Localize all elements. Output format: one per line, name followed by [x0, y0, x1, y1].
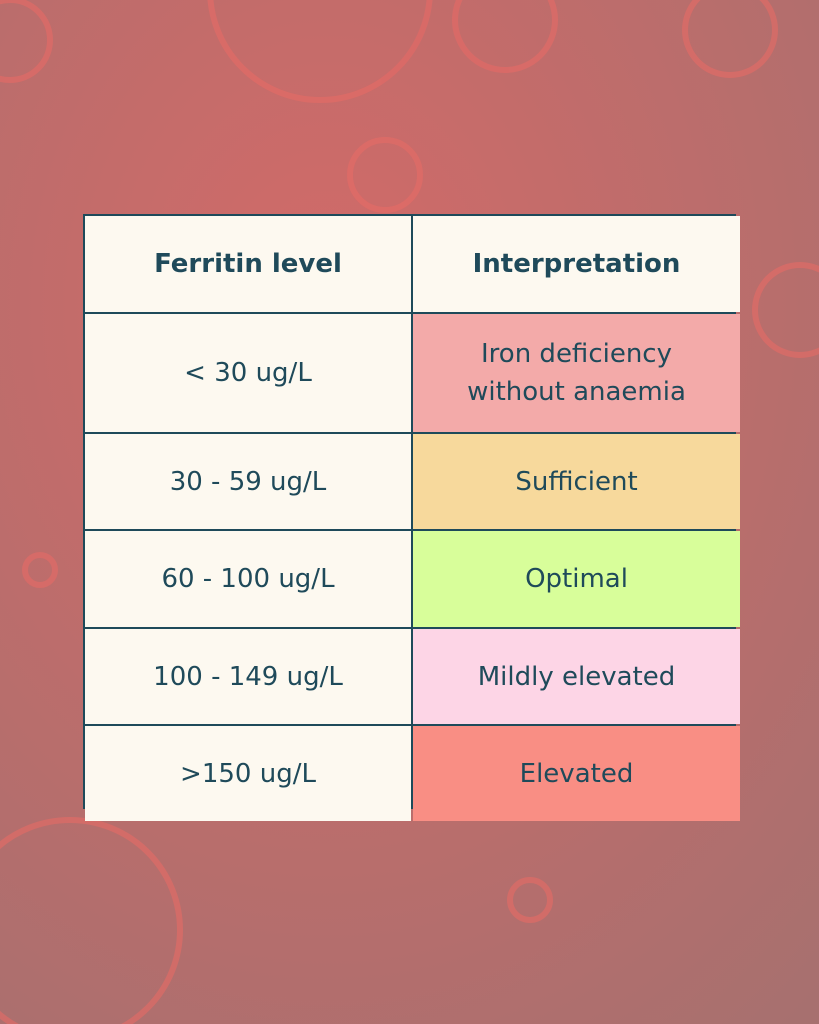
level-cell: >150 ug/L [85, 726, 411, 821]
ferritin-table: Ferritin level Interpretation < 30 ug/L Iro… [83, 214, 740, 821]
header-cell: Ferritin level [85, 216, 411, 312]
level-cell: 30 - 59 ug/L [85, 434, 411, 529]
interpretation-cell: Mildly elevated [413, 629, 740, 724]
header-cell: Interpretation [413, 216, 740, 312]
level-cell: 100 - 149 ug/L [85, 629, 411, 724]
level-cell: 60 - 100 ug/L [85, 531, 411, 627]
interpretation-cell: Elevated [413, 726, 740, 821]
interpretation-cell: Iron deficiency without anaemia [413, 314, 740, 432]
interpretation-cell: Optimal [413, 531, 740, 627]
level-cell: < 30 ug/L [85, 314, 411, 432]
interpretation-cell: Sufficient [413, 434, 740, 529]
